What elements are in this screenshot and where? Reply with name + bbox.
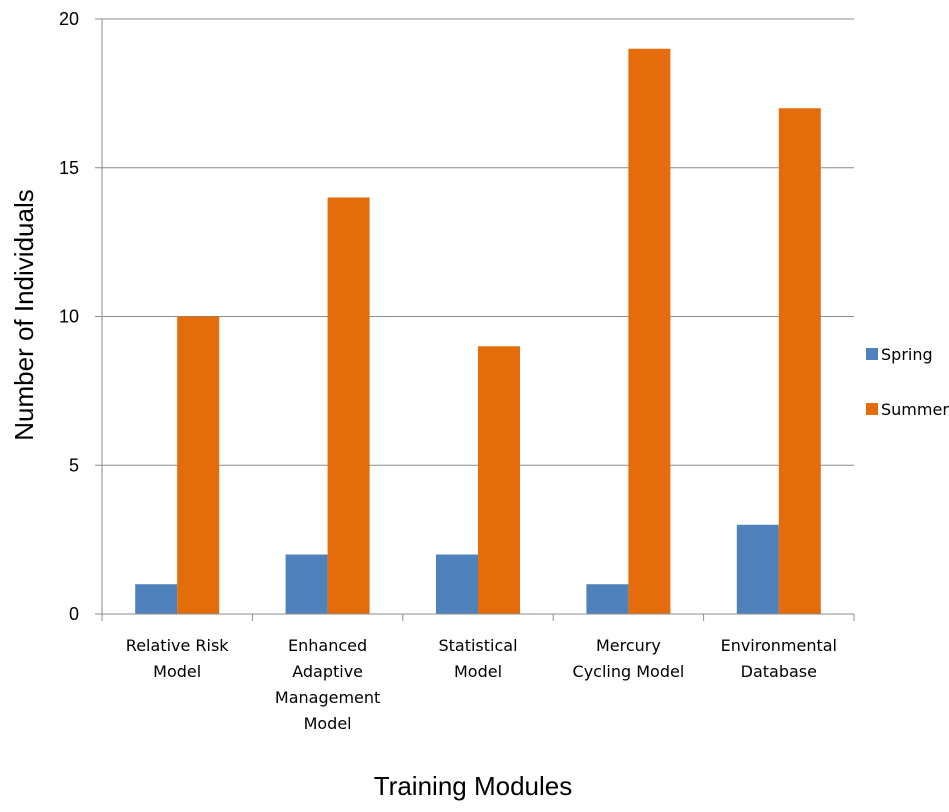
bar-summer [177, 316, 220, 614]
legend-label: Summer [881, 400, 949, 419]
y-tick-label: 5 [69, 455, 79, 475]
x-tick-label: Environmental Database [721, 636, 837, 681]
y-tick-labels: 0 5 10 15 20 [59, 9, 79, 624]
axes [95, 18, 855, 621]
y-tick-label: 20 [59, 9, 79, 29]
x-tick-label: Enhanced Adaptive Management Model [275, 636, 380, 733]
x-tick-label: Statistical Model [438, 636, 517, 681]
bars [135, 48, 821, 614]
bar-spring [586, 584, 629, 614]
legend-item-summer: Summer [866, 400, 949, 419]
y-tick-label: 15 [59, 158, 79, 178]
y-tick-label: 10 [59, 307, 79, 327]
bar-spring [135, 584, 178, 614]
bar-summer [478, 346, 520, 614]
bar-spring [285, 554, 328, 614]
bar-spring [736, 524, 779, 614]
y-axis-title: Number of Individuals [9, 189, 39, 440]
bar-summer [327, 197, 370, 614]
legend-swatch [866, 403, 878, 415]
x-axis-title: Training Modules [374, 771, 572, 801]
legend-swatch [866, 348, 878, 360]
legend-label: Spring [881, 345, 933, 364]
x-tick-labels: Relative Risk Model Enhanced Adaptive Manage… [126, 636, 837, 733]
bar-summer [628, 48, 671, 614]
legend-item-spring: Spring [866, 345, 933, 364]
bar-spring [436, 554, 478, 614]
x-tick-label: Relative Risk Model [126, 636, 230, 681]
y-tick-label: 0 [69, 604, 79, 624]
bar-summer [778, 108, 821, 614]
x-tick-label: Mercury Cycling Model [573, 636, 685, 681]
legend: Spring Summer [866, 345, 949, 419]
